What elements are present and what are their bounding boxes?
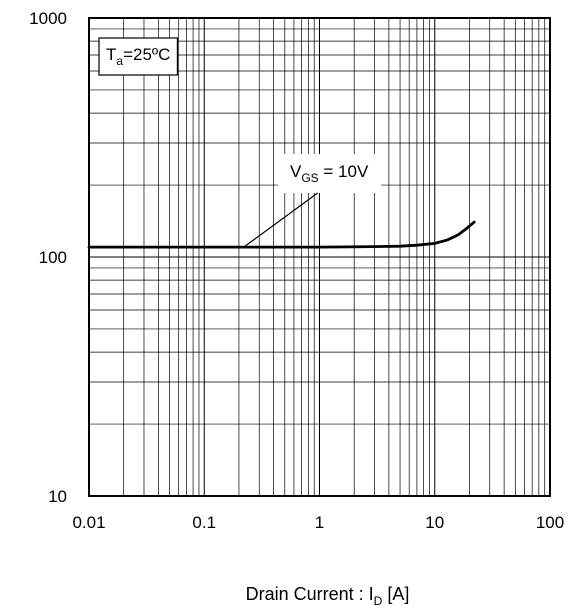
x-tick-label: 1 — [315, 513, 324, 532]
condition-box-frame — [98, 37, 179, 76]
x-axis-label-unit: [A] — [382, 584, 409, 604]
x-tick-label: 100 — [536, 513, 564, 532]
plot-frame — [88, 17, 551, 497]
vgs-rest: = 10V — [319, 162, 369, 181]
x-axis-label-sub: D — [374, 594, 383, 608]
annotation-leader-line — [243, 192, 318, 248]
annotation-background — [278, 154, 381, 193]
tick-labels: 0.01 0.1 1 10 100 10 100 1000 — [29, 9, 564, 532]
y-tick-label: 100 — [39, 248, 67, 267]
x-tick-label: 0.1 — [192, 513, 216, 532]
condition-rest: =25ºC — [123, 45, 170, 64]
grid-lines — [89, 18, 550, 496]
vgs-main: V — [290, 162, 302, 181]
series-layer — [87, 220, 476, 249]
condition-sub: a — [116, 54, 123, 68]
y-tick-label: 10 — [48, 487, 67, 506]
y-tick-label: 1000 — [29, 9, 67, 28]
condition-label: Ta=25ºC — [106, 45, 170, 68]
series-line — [87, 220, 476, 249]
x-tick-label: 10 — [425, 513, 444, 532]
vgs-sub: GS — [301, 171, 318, 185]
x-axis-label-main: Drain Current : I — [246, 584, 374, 604]
series-annotation: VGS = 10V — [243, 154, 381, 248]
condition-main: T — [106, 45, 116, 64]
condition-box: Ta=25ºC — [98, 37, 179, 76]
x-tick-label: 0.01 — [72, 513, 105, 532]
vgs-label: VGS = 10V — [290, 162, 369, 185]
x-axis-label: Drain Current : ID [A] — [246, 584, 410, 608]
